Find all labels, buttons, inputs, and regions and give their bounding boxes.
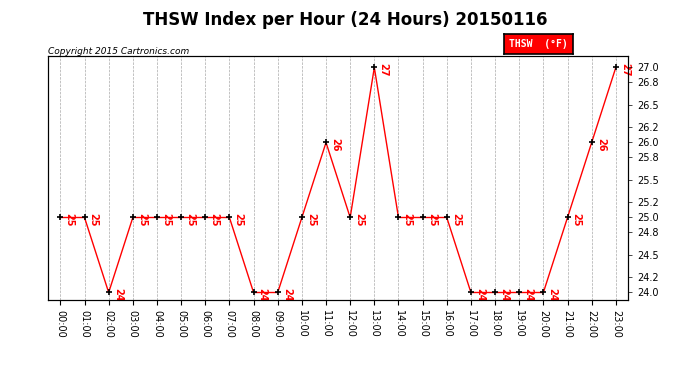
Text: 26: 26 — [331, 138, 340, 152]
Text: 25: 25 — [572, 213, 582, 227]
Text: 25: 25 — [161, 213, 171, 227]
Text: 25: 25 — [234, 213, 244, 227]
Text: 25: 25 — [427, 213, 437, 227]
Text: 25: 25 — [65, 213, 75, 227]
Text: 25: 25 — [89, 213, 99, 227]
Text: 25: 25 — [210, 213, 219, 227]
Text: 24: 24 — [524, 288, 533, 302]
Text: THSW  (°F): THSW (°F) — [509, 39, 568, 49]
Text: 24: 24 — [113, 288, 123, 302]
Text: 25: 25 — [355, 213, 364, 227]
Text: 25: 25 — [306, 213, 316, 227]
Text: 25: 25 — [451, 213, 461, 227]
Text: Copyright 2015 Cartronics.com: Copyright 2015 Cartronics.com — [48, 47, 190, 56]
Text: 25: 25 — [186, 213, 195, 227]
Text: 25: 25 — [137, 213, 147, 227]
Text: 24: 24 — [548, 288, 558, 302]
Text: 24: 24 — [282, 288, 292, 302]
Text: 27: 27 — [379, 63, 388, 77]
Text: 24: 24 — [258, 288, 268, 302]
Text: 24: 24 — [500, 288, 509, 302]
Text: 26: 26 — [596, 138, 606, 152]
Text: 27: 27 — [620, 63, 630, 77]
Text: 24: 24 — [475, 288, 485, 302]
Text: THSW Index per Hour (24 Hours) 20150116: THSW Index per Hour (24 Hours) 20150116 — [143, 11, 547, 29]
Text: 25: 25 — [403, 213, 413, 227]
